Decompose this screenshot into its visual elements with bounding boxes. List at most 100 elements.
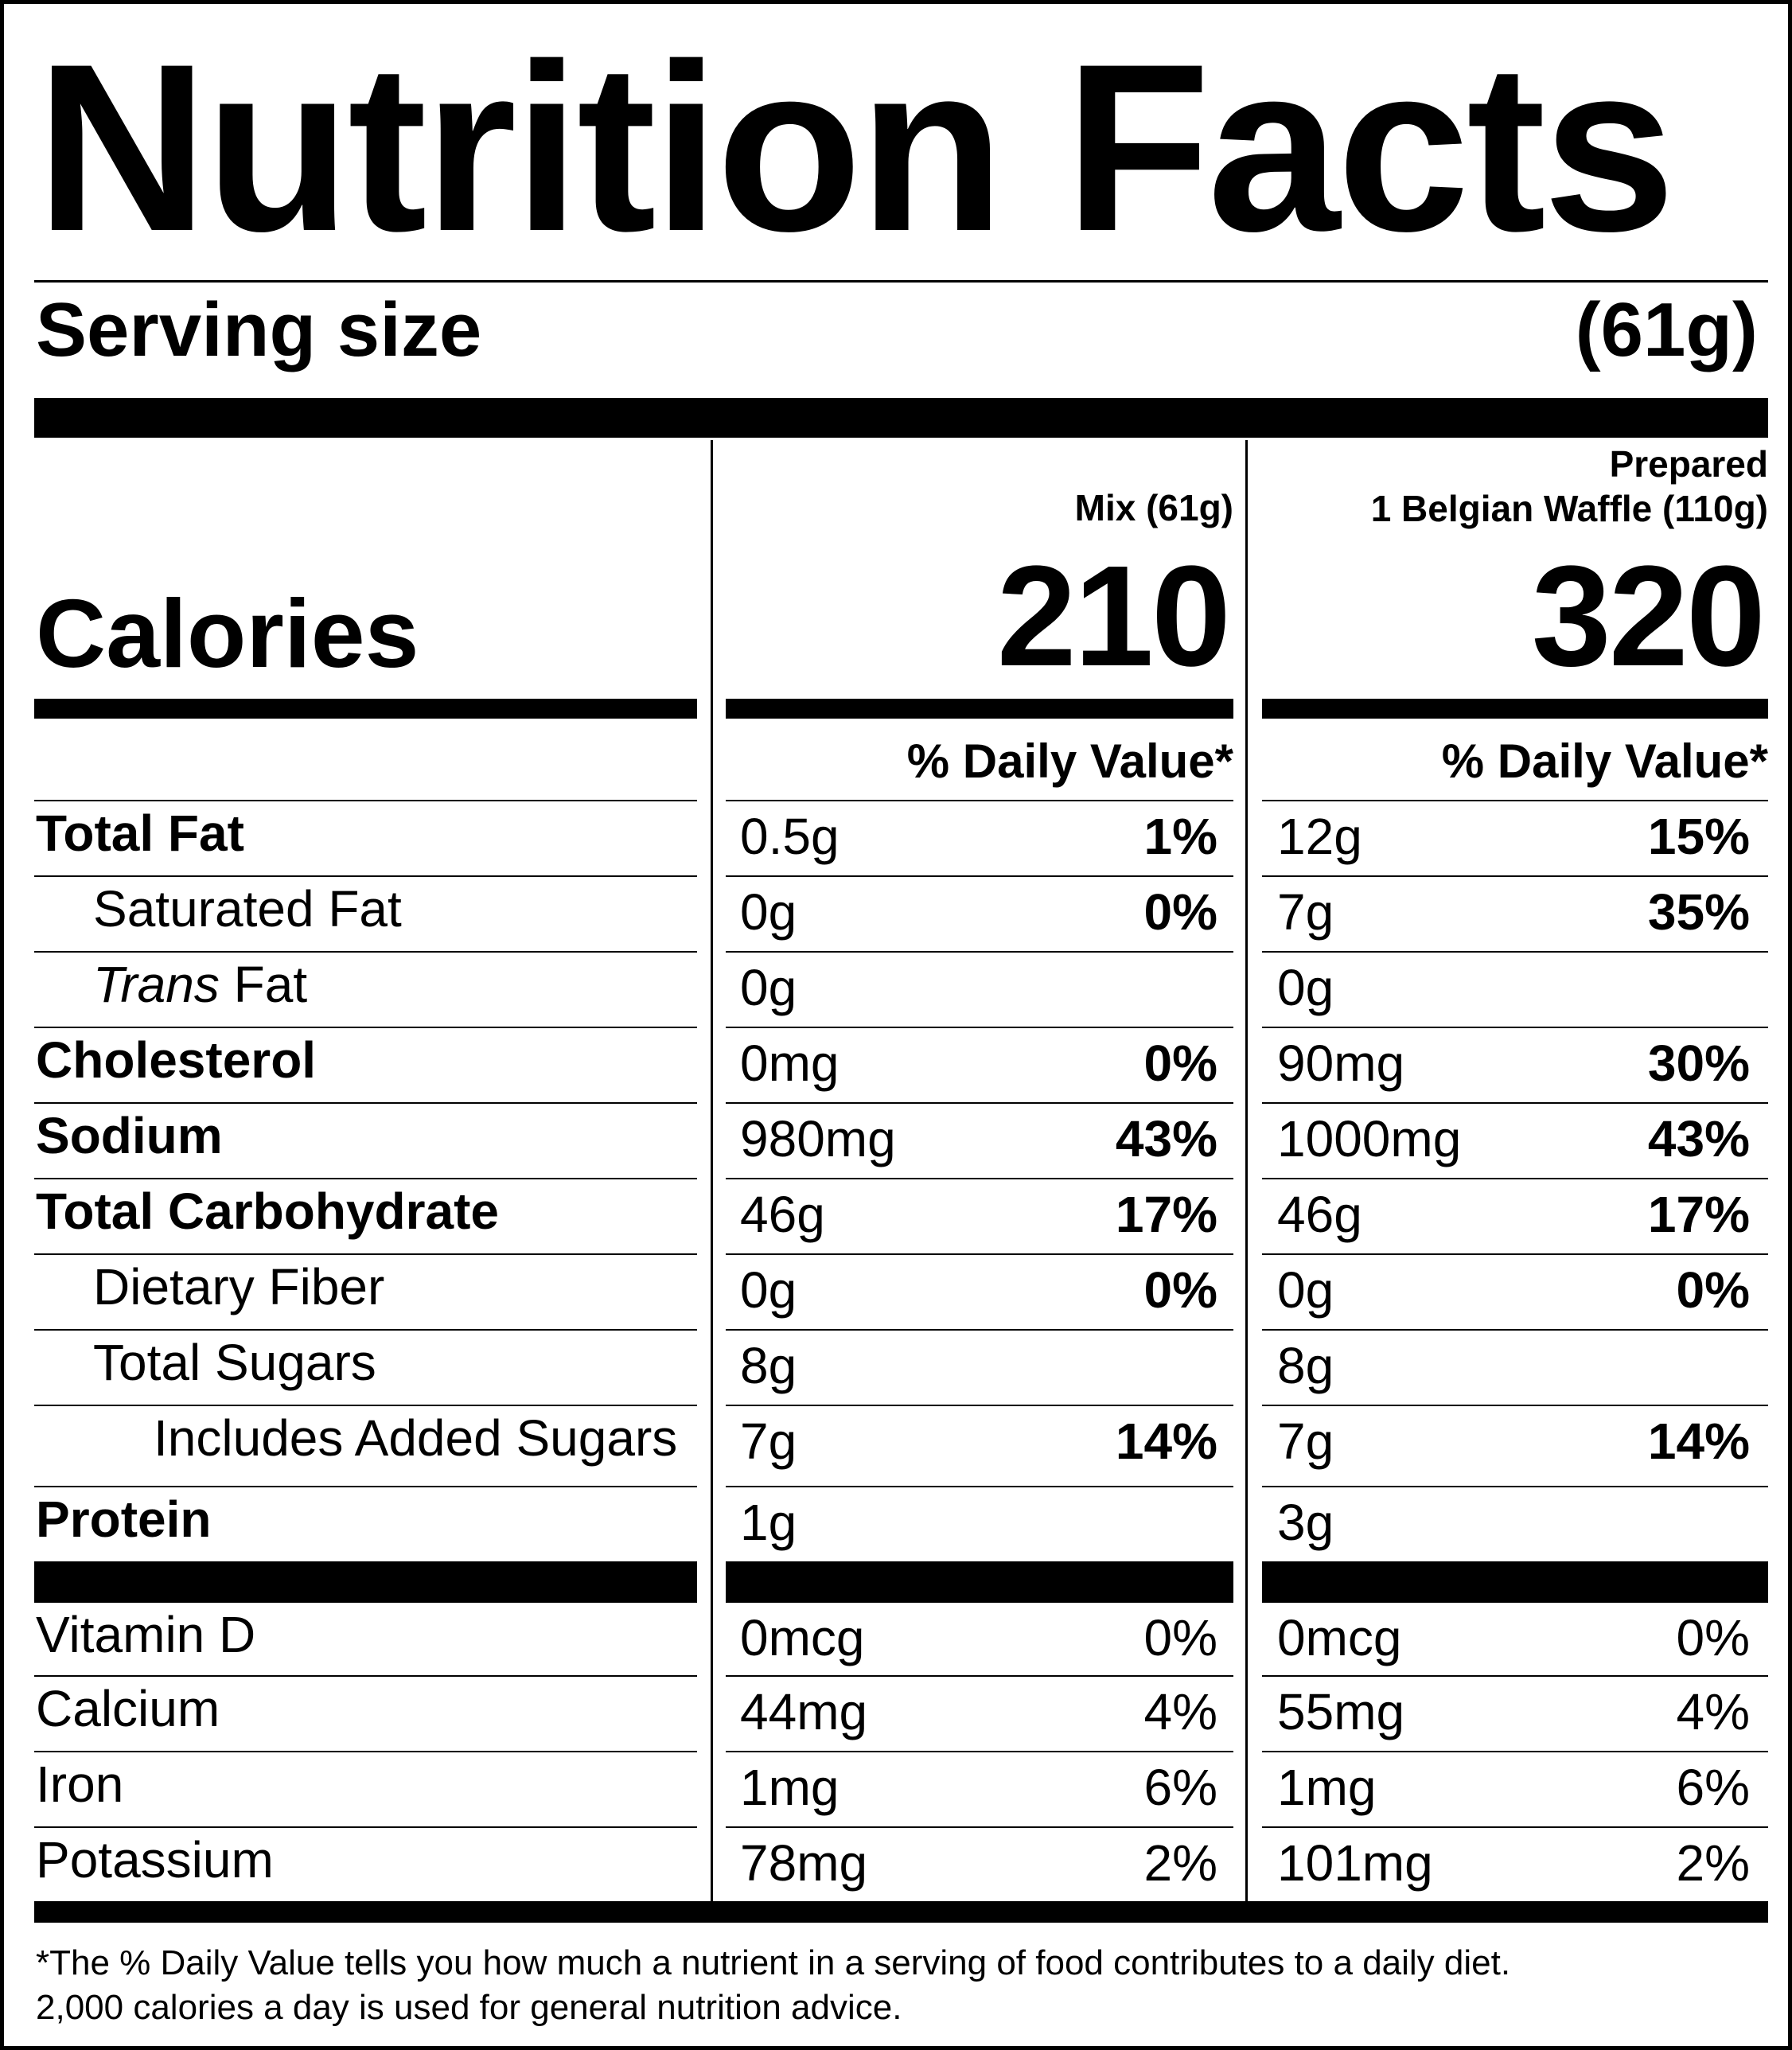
row-rule [1262,1675,1768,1677]
prepared-amount: 8g [1277,1337,1334,1394]
row-rule [726,1102,1233,1104]
prepared-daily-value: 43% [1647,1110,1750,1167]
row-rule [1262,800,1768,801]
prepared-daily-value: 2% [1676,1834,1751,1892]
prepared-amount: 7g [1277,1413,1334,1470]
row-rule [1262,1826,1768,1828]
prepared-column-header: Prepared 1 Belgian Waffle (110g) [1262,442,1768,531]
mix-header-line2: Mix (61g) [1074,487,1233,528]
prepared-daily-value: 0% [1676,1261,1751,1319]
prepared-daily-value: 6% [1676,1759,1751,1816]
footnote-line-1: *The % Daily Value tells you how much a … [36,1943,1511,1982]
row-rule [726,1675,1233,1677]
prepared-calories-value: 320 [1531,536,1766,696]
prepared-daily-value: 4% [1676,1683,1751,1740]
row-rule [34,1826,697,1828]
nutrient-name: Includes Added Sugars [154,1409,678,1467]
nutrient-row: Cholesterol 0mg 0% 90mg 30% [4,1027,1792,1102]
nutrient-row: Sodium 980mg 43% 1000mg 43% [4,1102,1792,1178]
mix-column-header: Mix (61g) [726,485,1233,530]
mix-calories-value: 210 [996,536,1231,696]
column-divider-mix [711,440,713,1901]
nutrient-name-rest: Fat [219,956,308,1013]
prepared-daily-value-header: % Daily Value* [1441,735,1768,788]
vitamin-row: Vitamin D 0mcg 0% 0mcg 0% [4,1601,1792,1677]
row-rule [1262,1486,1768,1487]
title-rule [34,280,1768,283]
row-rule [1262,1601,1768,1603]
prepared-amount: 1mg [1277,1759,1377,1816]
nutrient-name: Potassium [36,1831,274,1888]
mix-amount: 46g [740,1186,825,1243]
mix-amount: 0.5g [740,808,840,865]
prepared-amount: 90mg [1277,1035,1405,1092]
footnote-line-2: 2,000 calories a day is used for general… [36,1988,902,2027]
serving-thick-rule [34,398,1768,438]
mix-daily-value: 14% [1115,1413,1217,1470]
mix-daily-value: 0% [1143,1609,1218,1666]
row-rule [726,1826,1233,1828]
row-rule [34,1329,697,1331]
mix-amount: 7g [740,1413,797,1470]
mix-daily-value: 0% [1143,1261,1218,1319]
row-rule [34,1102,697,1104]
nutrient-name: Protein [36,1491,212,1548]
column-divider-prepared [1245,440,1248,1901]
mix-amount: 0g [740,1261,797,1319]
vitamin-row: Potassium 78mg 2% 101mg 2% [4,1826,1792,1902]
row-rule [34,1178,697,1179]
mix-daily-value: 1% [1143,808,1218,865]
row-rule [34,1486,697,1487]
mix-daily-value: 4% [1143,1683,1218,1740]
nutrient-name-italic: Trans [93,956,220,1013]
row-rule [726,1601,1233,1603]
label-title: Nutrition Facts [36,14,1676,281]
nutrient-row: Total Fat 0.5g 1% 12g 15% [4,800,1792,875]
row-rule [34,1675,697,1677]
mix-amount: 1mg [740,1759,840,1816]
row-rule [726,1329,1233,1331]
prepared-daily-value: 14% [1647,1413,1750,1470]
nutrient-name: Total Fat [36,805,244,862]
mix-daily-value: 2% [1143,1834,1218,1892]
mix-daily-value: 43% [1115,1110,1217,1167]
prepared-daily-value: 30% [1647,1035,1750,1092]
mix-daily-value: 17% [1115,1186,1217,1243]
nutrient-row: Total Carbohydrate 46g 17% 46g 17% [4,1178,1792,1253]
row-rule [1262,1253,1768,1255]
row-rule [1262,1027,1768,1028]
prepared-daily-value: 17% [1647,1186,1750,1243]
row-rule [1262,875,1768,877]
prepared-amount: 0g [1277,1261,1334,1319]
prepared-amount: 0g [1277,959,1334,1016]
row-rule [1262,1178,1768,1179]
prepared-amount: 1000mg [1277,1110,1462,1167]
row-rule [726,1253,1233,1255]
nutrient-row: Includes Added Sugars 7g 14% 7g 14% [4,1405,1792,1480]
row-rule [726,1405,1233,1406]
row-rule [1262,1405,1768,1406]
prepared-daily-value: 35% [1647,883,1750,941]
calories-rule-mix [726,699,1233,719]
row-rule [726,800,1233,801]
prepared-daily-value: 0% [1676,1609,1751,1666]
row-rule [34,800,697,801]
row-rule [726,1486,1233,1487]
nutrient-name: Saturated Fat [93,880,402,937]
prepared-header-line1: Prepared [1609,443,1768,485]
nutrient-name: Calcium [36,1680,220,1737]
nutrient-name: Dietary Fiber [93,1258,385,1315]
vitamin-thick-rule-mix [726,1561,1233,1601]
footnote-thick-rule [34,1901,1768,1923]
nutrient-name: Trans Fat [93,959,307,1010]
mix-amount: 44mg [740,1683,868,1740]
nutrient-row: Total Sugars 8g 8g [4,1329,1792,1405]
mix-amount: 78mg [740,1834,868,1892]
prepared-amount: 7g [1277,883,1334,941]
mix-amount: 1g [740,1494,797,1551]
row-rule [34,1751,697,1752]
mix-amount: 980mg [740,1110,896,1167]
calories-label: Calories [36,579,419,688]
prepared-amount: 55mg [1277,1683,1405,1740]
